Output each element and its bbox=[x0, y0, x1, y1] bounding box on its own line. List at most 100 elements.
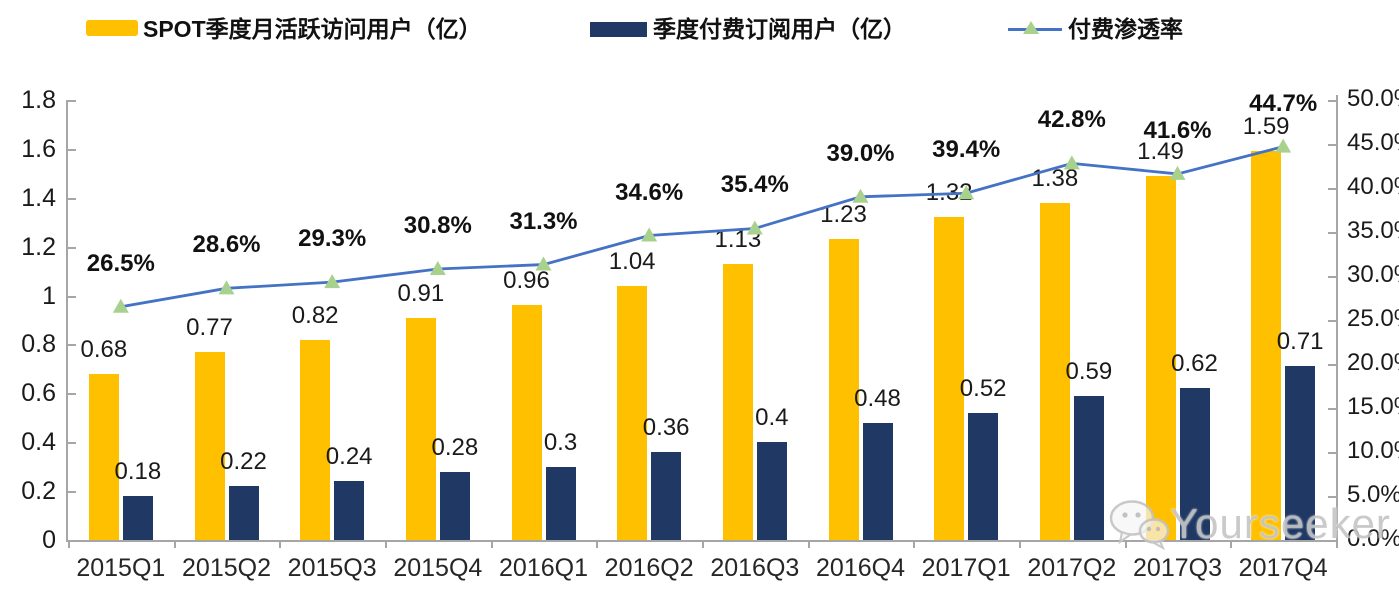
x-axis-label: 2015Q4 bbox=[393, 554, 483, 582]
y-axis-right-tick bbox=[1328, 100, 1336, 102]
label-penetration-2015Q3: 29.3% bbox=[298, 225, 367, 253]
x-axis-label: 2016Q4 bbox=[816, 554, 905, 582]
y-axis-left-tick-label: 1.6 bbox=[21, 134, 56, 163]
bar-paid-subs-2017Q2 bbox=[1073, 395, 1104, 540]
y-axis-left-tick bbox=[68, 491, 76, 494]
y-axis-left-tick bbox=[68, 246, 76, 249]
label-paid-subs-2017Q3: 0.62 bbox=[1171, 350, 1218, 378]
x-axis-tick bbox=[1019, 540, 1021, 548]
label-penetration-2017Q2: 42.8% bbox=[1037, 106, 1106, 134]
label-penetration-2017Q1: 39.4% bbox=[932, 136, 1001, 164]
legend-label-penetration: 付费渗透率 bbox=[1068, 16, 1183, 42]
x-axis-label: 2015Q2 bbox=[182, 554, 271, 582]
label-mau-2015Q3: 0.82 bbox=[291, 301, 339, 329]
y-axis-left-tick-label: 0 bbox=[42, 526, 56, 554]
y-axis-right-tick bbox=[1328, 320, 1336, 322]
bar-mau-2016Q3 bbox=[722, 263, 753, 540]
y-axis-left-tick-label: 0.4 bbox=[21, 428, 56, 457]
bar-mau-2016Q1 bbox=[511, 305, 542, 540]
x-axis-label: 2017Q4 bbox=[1238, 554, 1328, 582]
y-axis-right-line bbox=[1336, 95, 1338, 542]
x-axis-tick bbox=[68, 540, 70, 548]
legend-marker-triangle-icon bbox=[1023, 21, 1039, 34]
y-axis-right-tick bbox=[1328, 276, 1336, 278]
label-paid-subs-2017Q1: 0.52 bbox=[959, 374, 1007, 402]
y-axis-right-tick-label: 20.0% bbox=[1347, 349, 1399, 376]
x-axis-label: 2015Q3 bbox=[287, 554, 377, 582]
label-paid-subs-2015Q1: 0.18 bbox=[114, 458, 162, 485]
y-axis-right-tick-label: 35.0% bbox=[1347, 217, 1399, 244]
y-axis-left-tick-label: 0.8 bbox=[21, 330, 56, 359]
y-axis-right-tick bbox=[1328, 144, 1336, 146]
y-axis-right-tick-label: 25.0% bbox=[1347, 305, 1399, 332]
x-axis-tick bbox=[702, 540, 704, 548]
label-penetration-2016Q4: 39.0% bbox=[826, 139, 895, 167]
label-penetration-2015Q1: 26.5% bbox=[86, 249, 155, 277]
y-axis-right-tick bbox=[1328, 364, 1336, 366]
bar-paid-subs-2015Q2 bbox=[228, 486, 259, 540]
bar-mau-2015Q4 bbox=[405, 317, 436, 540]
y-axis-left-tick bbox=[68, 295, 76, 298]
bar-paid-subs-2017Q3 bbox=[1179, 388, 1210, 540]
label-penetration-2017Q3: 41.6% bbox=[1143, 116, 1212, 144]
label-penetration-2015Q2: 28.6% bbox=[192, 231, 261, 259]
label-penetration-2017Q4: 44.7% bbox=[1249, 89, 1318, 117]
bar-paid-subs-2016Q1 bbox=[545, 466, 576, 540]
y-axis-left-tick bbox=[68, 100, 76, 102]
marker-penetration-2015Q2 bbox=[218, 280, 235, 295]
label-mau-2017Q1: 1.32 bbox=[925, 179, 973, 207]
x-axis-tick bbox=[807, 540, 810, 548]
label-penetration-2016Q3: 35.4% bbox=[720, 171, 789, 199]
y-axis-left-tick-label: 0.6 bbox=[21, 379, 56, 408]
x-axis-tick bbox=[1336, 540, 1338, 548]
bar-mau-2016Q2 bbox=[617, 285, 648, 540]
x-axis-label: 2016Q3 bbox=[710, 554, 800, 582]
y-axis-left-tick-label: 1.4 bbox=[21, 183, 56, 212]
watermark: Yourseeker bbox=[1108, 498, 1391, 550]
x-axis-tick bbox=[913, 540, 916, 548]
legend-swatch-mau bbox=[86, 20, 138, 36]
legend-swatch-paid-subs bbox=[590, 22, 647, 37]
label-mau-2015Q4: 0.91 bbox=[397, 279, 445, 307]
label-paid-subs-2016Q2: 0.36 bbox=[642, 414, 690, 441]
y-axis-left-tick-label: 1.2 bbox=[21, 232, 56, 261]
y-axis-left-tick bbox=[68, 197, 76, 200]
label-mau-2016Q2: 1.04 bbox=[608, 247, 656, 275]
label-penetration-2016Q2: 34.6% bbox=[615, 178, 684, 206]
bar-paid-subs-2016Q4 bbox=[862, 422, 893, 540]
label-paid-subs-2016Q4: 0.48 bbox=[854, 384, 901, 412]
x-axis-label: 2015Q1 bbox=[76, 554, 166, 582]
bar-paid-subs-2016Q3 bbox=[756, 442, 787, 540]
watermark-text: Yourseeker bbox=[1170, 500, 1391, 547]
bar-mau-2015Q2 bbox=[194, 351, 225, 540]
label-paid-subs-2017Q4: 0.71 bbox=[1276, 328, 1324, 356]
label-paid-subs-2015Q3: 0.24 bbox=[325, 443, 373, 471]
y-axis-right-tick bbox=[1328, 232, 1336, 234]
y-axis-left-tick bbox=[68, 148, 76, 151]
y-axis-left-line bbox=[66, 100, 68, 542]
x-axis-label: 2016Q1 bbox=[499, 554, 588, 582]
y-axis-right-tick-label: 45.0% bbox=[1347, 129, 1399, 156]
y-axis-left-tick bbox=[68, 442, 76, 445]
x-axis-tick bbox=[173, 540, 176, 548]
bar-mau-2015Q3 bbox=[300, 339, 331, 540]
y-axis-right-tick-label: 40.0% bbox=[1347, 173, 1399, 200]
marker-penetration-2015Q3 bbox=[324, 274, 341, 289]
label-penetration-2016Q1: 31.3% bbox=[509, 207, 578, 235]
label-mau-2015Q2: 0.77 bbox=[186, 313, 233, 341]
marker-penetration-2015Q1 bbox=[112, 298, 129, 313]
label-mau-2017Q2: 1.38 bbox=[1031, 164, 1079, 192]
label-penetration-2015Q4: 30.8% bbox=[403, 211, 472, 239]
x-axis-label: 2017Q1 bbox=[921, 554, 1011, 582]
bar-paid-subs-2015Q4 bbox=[439, 471, 470, 540]
x-axis-tick bbox=[385, 540, 387, 548]
y-axis-right-tick-label: 10.0% bbox=[1347, 437, 1399, 464]
marker-penetration-2016Q2 bbox=[641, 227, 658, 242]
marker-penetration-2015Q4 bbox=[429, 260, 446, 275]
x-axis-tick bbox=[1230, 540, 1233, 548]
label-mau-2016Q4: 1.23 bbox=[820, 201, 867, 229]
x-axis-label: 2017Q2 bbox=[1027, 554, 1117, 582]
label-paid-subs-2015Q2: 0.22 bbox=[220, 448, 267, 476]
x-axis-tick bbox=[596, 540, 599, 548]
